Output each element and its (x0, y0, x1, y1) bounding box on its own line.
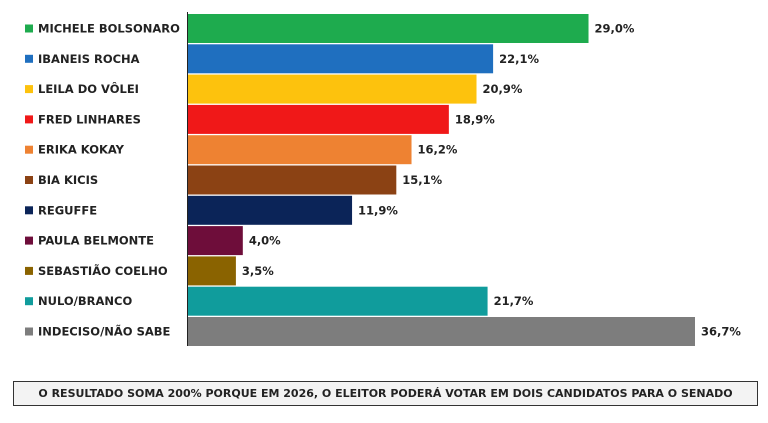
legend-label-indeciso-nao-sabe: INDECISO/NÃO SABE (38, 324, 171, 339)
legend-label-bia-kicis: BIA KICIS (38, 173, 98, 187)
footnote-text: O RESULTADO SOMA 200% PORQUE EM 2026, O … (38, 387, 733, 400)
bar-nulo-branco (187, 286, 488, 316)
bar-erika-kokay (187, 135, 412, 165)
bar-chart: MICHELE BOLSONARO IBANEIS ROCHA LEILA DO V… (25, 12, 741, 346)
legend-swatch-michele-bolsonaro (25, 24, 33, 33)
value-label-sebastiao-coelho: 3,5% (242, 264, 274, 278)
value-label-bia-kicis: 15,1% (402, 173, 442, 187)
value-label-reguffe: 11,9% (358, 203, 398, 217)
legend-swatch-ibaneis-rocha (25, 54, 33, 63)
legend-swatch-leila-do-volei (25, 85, 33, 94)
legend-label-reguffe: REGUFFE (38, 203, 97, 217)
value-label-erika-kokay: 16,2% (418, 143, 458, 157)
bar-sebastiao-coelho (187, 256, 236, 286)
bar-fred-linhares (187, 104, 449, 134)
legend-swatch-indeciso-nao-sabe (25, 327, 33, 336)
legend-label-leila-do-volei: LEILA DO VÔLEI (38, 81, 139, 96)
bar-leila-do-volei (187, 74, 477, 104)
bar-indeciso-nao-sabe (187, 317, 695, 346)
footnote-box: O RESULTADO SOMA 200% PORQUE EM 2026, O … (13, 381, 758, 406)
value-label-ibaneis-rocha: 22,1% (499, 52, 539, 66)
legend-label-paula-belmonte: PAULA BELMONTE (38, 234, 154, 248)
legend-swatch-reguffe (25, 206, 33, 215)
legend-label-sebastiao-coelho: SEBASTIÃO COELHO (38, 263, 168, 278)
bar-paula-belmonte (187, 226, 243, 256)
value-label-nulo-branco: 21,7% (494, 294, 534, 308)
legend-swatch-bia-kicis (25, 176, 33, 184)
legend: MICHELE BOLSONARO IBANEIS ROCHA LEILA DO V… (25, 22, 180, 339)
legend-label-fred-linhares: FRED LINHARES (38, 112, 141, 126)
legend-label-erika-kokay: ERIKA KOKAY (38, 143, 125, 157)
legend-label-nulo-branco: NULO/BRANCO (38, 294, 132, 308)
value-label-paula-belmonte: 4,0% (249, 234, 281, 248)
legend-swatch-erika-kokay (25, 145, 33, 154)
value-label-leila-do-volei: 20,9% (483, 82, 523, 96)
legend-label-michele-bolsonaro: MICHELE BOLSONARO (38, 22, 180, 36)
legend-swatch-paula-belmonte (25, 236, 33, 245)
bars: 29,0% 22,1% 20,9% 18,9% 16,2% 15,1% 11,9% 4,0% 3… (187, 14, 741, 346)
bar-reguffe (187, 195, 353, 225)
legend-swatch-nulo-branco (25, 297, 33, 306)
bar-michele-bolsonaro (187, 14, 589, 43)
value-label-fred-linhares: 18,9% (455, 112, 495, 126)
value-label-indeciso-nao-sabe: 36,7% (701, 325, 741, 339)
legend-swatch-fred-linhares (25, 115, 33, 124)
legend-label-ibaneis-rocha: IBANEIS ROCHA (38, 52, 140, 66)
bar-bia-kicis (187, 165, 397, 195)
value-label-michele-bolsonaro: 29,0% (595, 22, 635, 36)
legend-swatch-sebastiao-coelho (25, 266, 33, 275)
bar-ibaneis-rocha (187, 44, 494, 74)
